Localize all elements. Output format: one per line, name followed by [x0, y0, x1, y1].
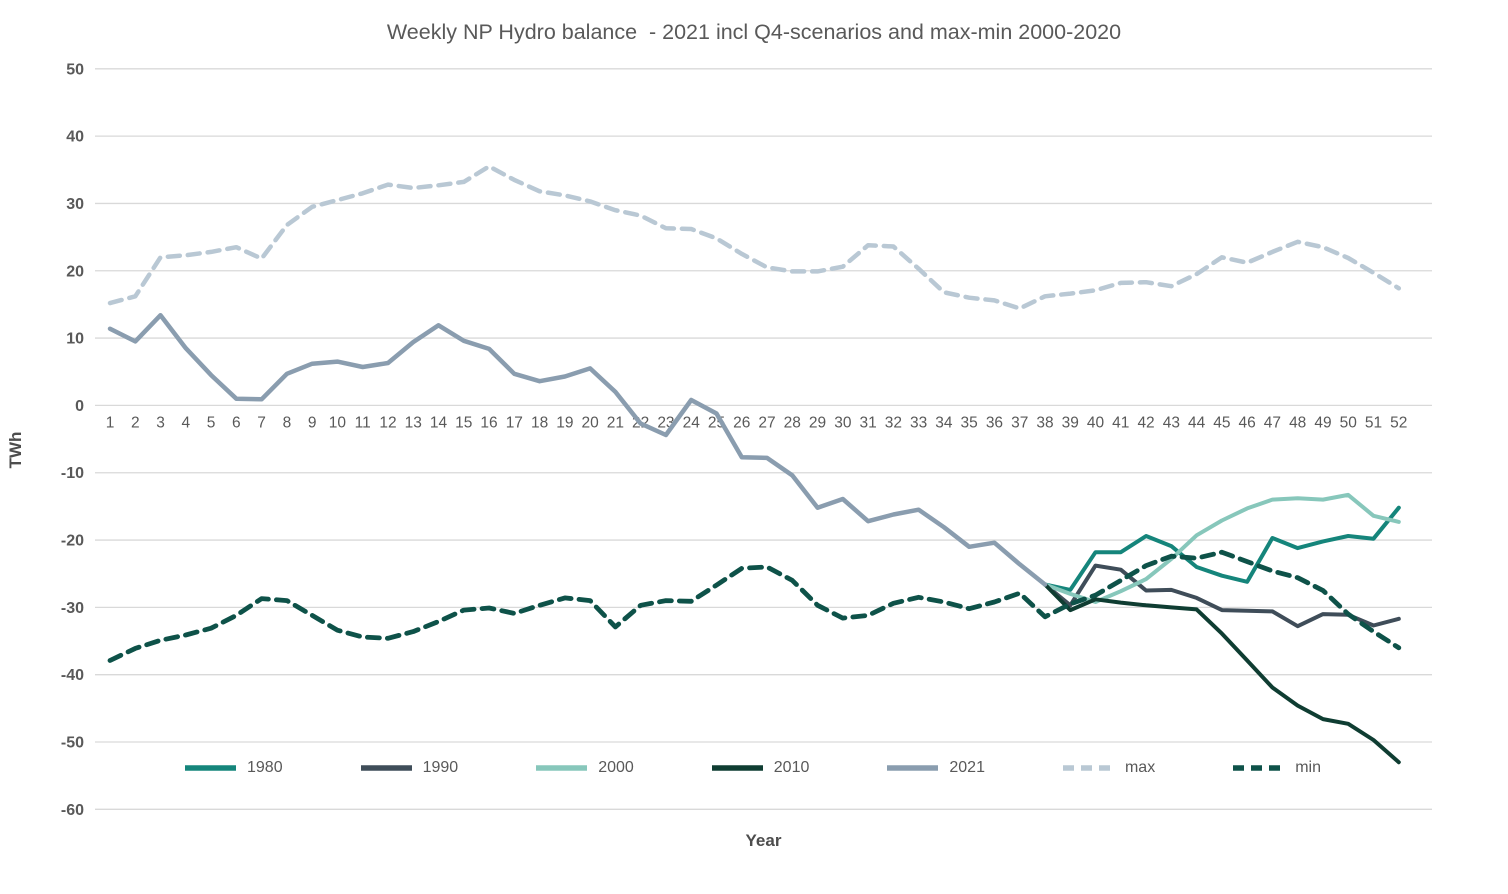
series-line-2000: [1043, 492, 1401, 604]
x-tick-label: 10: [329, 414, 347, 431]
legend-swatch-2010: [711, 765, 763, 771]
legend-label-2000: 2000: [598, 759, 634, 776]
legend-label-max: max: [1124, 759, 1156, 776]
x-tick-label: 13: [405, 414, 422, 431]
x-tick-label: 45: [1213, 414, 1230, 431]
y-tick-label: -30: [61, 600, 84, 617]
y-tick-label: 0: [75, 398, 84, 415]
x-tick-label: 11: [355, 414, 371, 431]
legend-swatch-max: [1062, 765, 1114, 771]
x-tick-label: 8: [283, 414, 292, 431]
legend-swatch-1980: [185, 765, 236, 771]
x-tick-label: 3: [156, 414, 165, 431]
legend-item-max: max: [1061, 759, 1155, 777]
x-tick-label: 39: [1062, 414, 1079, 431]
x-tick-label: 15: [455, 414, 472, 431]
legend-item-1980: 1980: [183, 759, 283, 777]
y-tick-label: -50: [61, 735, 84, 752]
chart-title: Weekly NP Hydro balance - 2021 incl Q4-s…: [386, 20, 1122, 44]
x-tick-label: 4: [181, 414, 190, 431]
y-tick-label: -10: [61, 465, 84, 482]
x-tick-label: 27: [758, 414, 775, 431]
series-line-max: [107, 164, 1402, 311]
legend-label-2010: 2010: [773, 759, 810, 776]
legend-swatch-2021: [887, 765, 939, 771]
x-tick-label: 46: [1239, 414, 1256, 431]
x-tick-label: 40: [1087, 414, 1105, 431]
x-tick-label: 24: [683, 414, 701, 431]
x-tick-label: 5: [207, 414, 216, 431]
x-tick-label: 16: [480, 414, 497, 431]
x-tick-label: 17: [506, 414, 523, 431]
legend-item-1990: 1990: [359, 759, 459, 777]
x-tick-label: 6: [232, 414, 241, 431]
y-tick-label: 50: [66, 61, 84, 78]
x-tick-label: 42: [1137, 414, 1154, 431]
x-tick-label: 51: [1365, 414, 1382, 431]
x-tick-label: 28: [784, 414, 801, 431]
x-tick-label: 1: [106, 414, 115, 431]
x-tick-label: 36: [986, 414, 1003, 431]
y-axis-title: TWh: [6, 431, 25, 469]
x-tick-label: 29: [809, 414, 826, 431]
legend: 1980 1990 2000 2010 2021 max min: [183, 759, 1321, 777]
x-tick-label: 31: [859, 414, 876, 431]
legend-item-2010: 2010: [710, 759, 810, 777]
x-tick-label: 20: [582, 414, 600, 431]
y-tick-label: 40: [66, 129, 84, 146]
series-line-2021: [107, 312, 1048, 587]
series-line-1980: [1043, 505, 1401, 592]
x-tick-label: 48: [1289, 414, 1306, 431]
x-tick-label: 21: [607, 414, 624, 431]
x-tick-label: 14: [430, 414, 448, 431]
x-tick-label: 18: [531, 414, 548, 431]
x-tick-label: 2: [131, 414, 140, 431]
legend-label-1980: 1980: [247, 759, 283, 776]
series-line-1990: [1043, 563, 1401, 629]
x-tick-label: 35: [961, 414, 978, 431]
legend-label-1990: 1990: [422, 759, 459, 776]
y-tick-label: -60: [61, 802, 84, 819]
legend-label-min: min: [1295, 759, 1321, 776]
x-tick-label: 43: [1163, 414, 1180, 431]
x-tick-label: 7: [257, 414, 266, 431]
legend-swatch-min: [1233, 765, 1285, 771]
x-axis-title: Year: [745, 831, 782, 850]
x-tick-label: 52: [1390, 414, 1407, 431]
x-tick-label: 33: [910, 414, 927, 431]
x-tick-label: 47: [1264, 414, 1281, 431]
x-tick-label: 30: [834, 414, 852, 431]
x-tick-label: 12: [379, 414, 396, 431]
x-tick-label: 9: [308, 414, 317, 431]
x-tick-label: 32: [885, 414, 902, 431]
y-tick-label: 20: [66, 263, 84, 280]
x-tick-label: 38: [1036, 414, 1053, 431]
x-tick-label: 19: [556, 414, 573, 431]
x-tick-label: 50: [1340, 414, 1358, 431]
x-tick-label: 34: [935, 414, 953, 431]
legend-swatch-1990: [360, 765, 412, 771]
legend-item-min: min: [1231, 759, 1321, 777]
legend-item-2021: 2021: [885, 759, 985, 777]
x-tick-label: 37: [1011, 414, 1028, 431]
y-tick-label: 30: [66, 196, 84, 213]
x-tick-label: 44: [1188, 414, 1206, 431]
legend-swatch-2000: [536, 765, 588, 771]
x-tick-label: 49: [1314, 414, 1331, 431]
y-tick-label: -40: [61, 667, 84, 684]
series-line-min: [107, 549, 1402, 663]
legend-item-2000: 2000: [534, 759, 634, 777]
x-tick-label: 41: [1112, 414, 1129, 431]
y-tick-label: 10: [66, 331, 84, 348]
legend-label-2021: 2021: [949, 759, 985, 776]
x-tick-label: 26: [733, 414, 750, 431]
series-line-2010: [1043, 582, 1401, 765]
y-tick-label: -20: [61, 533, 84, 550]
